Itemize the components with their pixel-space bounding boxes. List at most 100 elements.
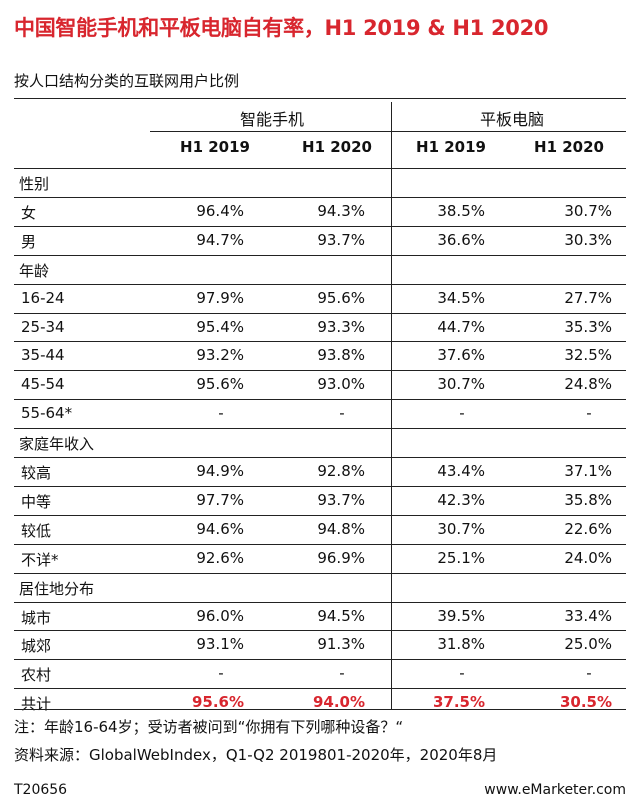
table-cell: 37.1% [564,462,612,480]
row-label: 中等 [21,492,52,511]
table-cell: 24.8% [564,375,612,394]
row-label: 55-64* [21,404,73,423]
table-cell: 30.7% [437,519,485,538]
table-cell: 37.6% [437,346,485,365]
table-row: 35-44 93.2% 93.8% 37.6% 32.5% [14,341,626,370]
table-cell: 96.0% [196,606,244,625]
table-row: 45-54 95.6% 93.0% 30.7% 24.8% [14,370,626,399]
table-cell: 37.5% [432,693,485,712]
section-label: 年龄 [19,261,50,280]
table-cell: 31.8% [437,635,485,654]
table-cell: 93.3% [317,317,365,336]
table-cell: 93.2% [196,346,244,365]
table-row: 55-64* - - - - [14,399,626,428]
column-header: H1 2019 [416,138,486,156]
table-cell: 93.7% [317,230,365,249]
table-cell: - [218,664,224,683]
table-cell: 30.7% [564,201,612,220]
table-cell: - [586,404,592,423]
table-row: 中等 97.7% 93.7% 42.3% 35.8% [14,485,626,515]
table-cell: 94.5% [317,606,365,625]
group-rule-smartphone [150,131,391,132]
bottom-rule [14,709,626,710]
row-label: 25-34 [21,317,65,336]
table-cell: 39.5% [437,606,485,625]
section-row: 性别 [14,168,626,197]
row-label: 35-44 [21,346,65,365]
section-label: 性别 [19,175,50,193]
site-link[interactable]: www.eMarketer.com [484,782,626,798]
row-label: 男 [21,232,37,251]
table-cell: 30.7% [437,375,485,394]
chart-subtitle: 按人口结构分类的互联网用户比例 [14,72,240,90]
table-cell: 35.8% [564,490,612,509]
table-cell: 93.7% [317,490,365,509]
row-label: 城市 [21,608,52,627]
table-cell: 93.8% [317,346,365,365]
group-header-tablet: 平板电脑 [479,110,544,129]
group-rule-tablet [392,131,626,132]
table-cell: - [339,664,345,683]
column-header: H1 2019 [180,138,250,156]
section-label: 居住地分布 [19,579,95,598]
section-row: 家庭年收入 [14,428,626,457]
table-row: 较低 94.6% 94.8% 30.7% 22.6% [14,514,626,544]
table-cell: - [586,664,592,683]
table-cell: 30.3% [564,230,612,249]
table-cell: - [459,664,465,683]
table-cell: 96.9% [317,548,365,567]
chart-title: 中国智能手机和平板电脑自有率，H1 2019 & H1 2020 [14,16,549,40]
column-header: H1 2020 [302,138,372,156]
table-cell: 43.4% [437,462,485,480]
table-cell: 35.3% [564,317,612,336]
table-cell: 97.9% [196,288,244,307]
table-cell: 30.5% [559,693,612,712]
table-cell: 94.6% [196,519,244,538]
table-cell: 36.6% [437,230,485,249]
table-row: 16-24 97.9% 95.6% 34.5% 27.7% [14,283,626,313]
section-row: 居住地分布 [14,572,626,602]
table-cell: 91.3% [317,635,365,654]
table-cell: 25.0% [564,635,612,654]
table-row: 农村 - - - - [14,659,626,688]
chart-id: T20656 [14,782,68,798]
table-cell: 94.7% [196,230,244,249]
row-label: 城郊 [21,637,52,656]
table-cell: 96.4% [196,201,244,220]
row-label: 45-54 [21,375,65,394]
table-row: 城市 96.0% 94.5% 39.5% 33.4% [14,601,626,631]
table-cell: 34.5% [437,288,485,307]
table-cell: 97.7% [196,490,244,509]
table-row: 较高 94.9% 92.8% 43.4% 37.1% [14,457,626,486]
footnote: 注：年龄16-64岁；受访者被问到“你拥有下列哪种设备？“ [14,718,404,736]
table-cell: 93.1% [196,635,244,654]
table-cell: 24.0% [564,548,612,567]
table-row: 不详* 92.6% 96.9% 25.1% 24.0% [14,543,626,573]
row-label: 较高 [21,464,52,482]
row-label: 农村 [21,666,52,685]
row-label: 较低 [21,521,52,540]
table-cell: 94.8% [317,519,365,538]
table-row: 城郊 93.1% 91.3% 31.8% 25.0% [14,630,626,659]
table-cell: 25.1% [437,548,485,567]
section-row: 年龄 [14,254,626,284]
table-cell: 93.0% [317,375,365,394]
group-header-smartphone: 智能手机 [239,110,304,129]
total-row: 共计 95.6% 94.0% 37.5% 30.5% [14,688,626,717]
row-label: 女 [21,203,37,222]
table-cell: 27.7% [564,288,612,307]
table-cell: 92.6% [196,548,244,567]
row-label: 不详* [21,550,59,569]
table-row: 25-34 95.4% 93.3% 44.7% 35.3% [14,312,626,342]
table-cell: 33.4% [564,606,612,625]
table-cell: 94.0% [312,693,365,712]
table-cell: 22.6% [564,519,612,538]
table-row: 女 96.4% 94.3% 38.5% 30.7% [14,196,626,226]
table-cell: 94.3% [317,201,365,220]
table-cell: 44.7% [437,317,485,336]
table-cell: - [459,404,465,423]
table-cell: 32.5% [564,346,612,365]
table-row: 男 94.7% 93.7% 36.6% 30.3% [14,225,626,255]
row-label: 16-24 [21,288,65,307]
column-header: H1 2020 [534,138,604,156]
